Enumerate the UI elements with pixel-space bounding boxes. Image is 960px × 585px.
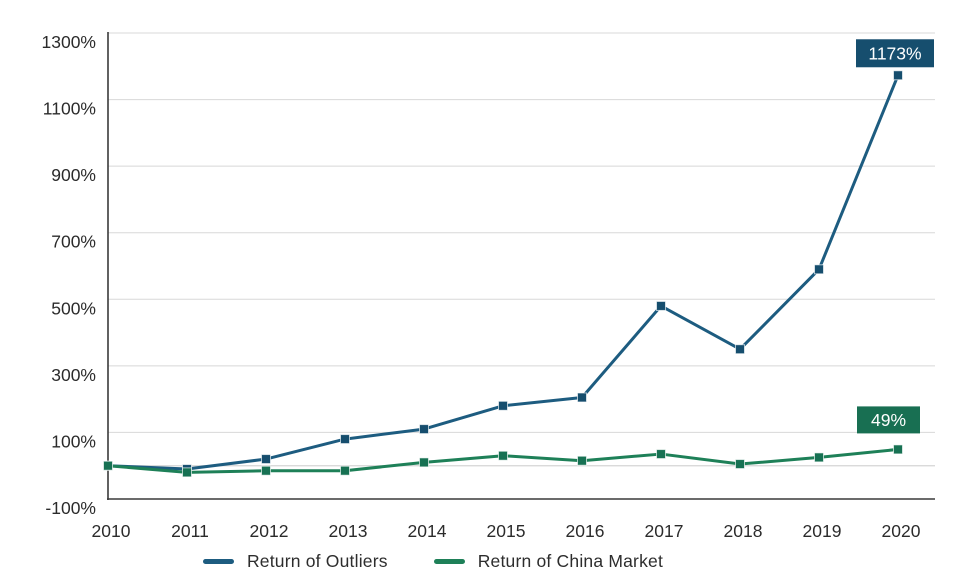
legend-label-outliers: Return of Outliers <box>246 551 388 571</box>
data-point-marker-return-of-china-market <box>103 460 113 471</box>
legend-swatch-china-market-icon <box>433 559 465 564</box>
y-tick-label: 300% <box>51 365 96 385</box>
y-tick-label: 900% <box>51 165 96 185</box>
end-value-label-return-of-china-market: 49% <box>871 410 906 430</box>
x-tick-label: 2019 <box>803 521 842 541</box>
plot-area: -100% 100% 300% 500% 700% 900% 1100% 1300% 2010 2… <box>42 32 935 541</box>
data-point-marker-return-of-outliers <box>261 454 271 465</box>
data-point-marker-return-of-china-market <box>656 449 666 460</box>
data-point-marker-return-of-china-market <box>577 455 587 466</box>
x-tick-label: 2016 <box>566 521 605 541</box>
data-point-marker-return-of-china-market <box>814 452 824 463</box>
legend-item-outliers: Return of Outliers <box>202 551 388 572</box>
data-point-marker-return-of-outliers <box>735 344 745 355</box>
data-point-marker-return-of-outliers <box>577 392 587 403</box>
y-tick-label: -100% <box>45 498 96 518</box>
data-point-marker-return-of-china-market <box>735 459 745 470</box>
data-point-marker-return-of-china-market <box>893 444 903 455</box>
x-tick-label: 2017 <box>645 521 684 541</box>
x-tick-label: 2018 <box>724 521 763 541</box>
x-tick-label: 2011 <box>171 521 209 541</box>
end-value-label-return-of-outliers: 1173% <box>868 43 921 63</box>
y-tick-label: 700% <box>51 232 96 252</box>
chart-legend: Return of Outliers Return of China Marke… <box>0 551 913 572</box>
x-tick-label: 2015 <box>487 521 526 541</box>
data-point-marker-return-of-china-market <box>261 465 271 476</box>
data-point-marker-return-of-outliers <box>814 264 824 275</box>
data-point-marker-return-of-outliers <box>893 70 903 81</box>
data-point-marker-return-of-china-market <box>182 467 192 478</box>
x-tick-label: 2014 <box>408 521 447 541</box>
y-tick-label: 100% <box>51 431 96 451</box>
y-tick-label: 1100% <box>43 99 96 119</box>
x-tick-label: 2012 <box>250 521 289 541</box>
end-value-label-box-return-of-china-market <box>857 406 920 434</box>
y-tick-label: 1300% <box>42 32 97 52</box>
legend-swatch-outliers-icon <box>202 559 234 564</box>
data-point-marker-return-of-china-market <box>340 465 350 476</box>
y-tick-label: 500% <box>51 298 96 318</box>
data-point-marker-return-of-outliers <box>498 400 508 411</box>
legend-item-china-market: Return of China Market <box>433 551 664 572</box>
x-tick-label: 2013 <box>329 521 368 541</box>
legend-label-china-market: Return of China Market <box>477 551 664 571</box>
data-point-marker-return-of-outliers <box>656 300 666 311</box>
data-point-marker-return-of-china-market <box>419 457 429 468</box>
data-point-marker-return-of-china-market <box>498 450 508 461</box>
data-point-marker-return-of-outliers <box>419 424 429 435</box>
data-point-marker-return-of-outliers <box>340 434 350 445</box>
x-tick-label: 2020 <box>882 521 921 541</box>
end-value-label-box-return-of-outliers <box>856 39 934 68</box>
x-tick-label: 2010 <box>92 521 131 541</box>
